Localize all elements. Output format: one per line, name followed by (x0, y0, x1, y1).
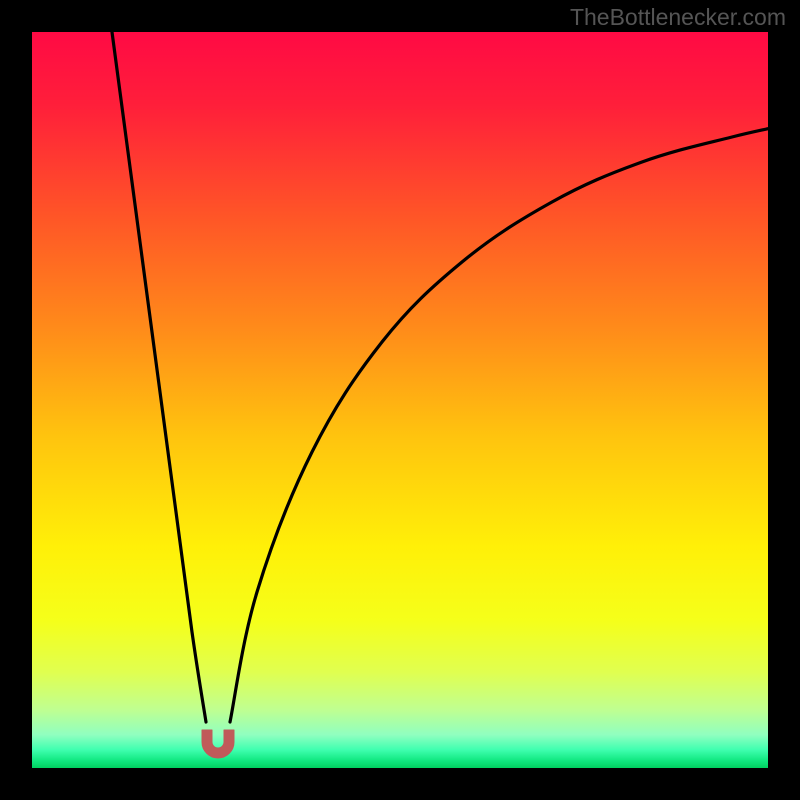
watermark-text: TheBottlenecker.com (570, 4, 786, 31)
bottleneck-chart (0, 0, 800, 800)
chart-container: TheBottlenecker.com (0, 0, 800, 800)
plot-background (32, 32, 768, 768)
